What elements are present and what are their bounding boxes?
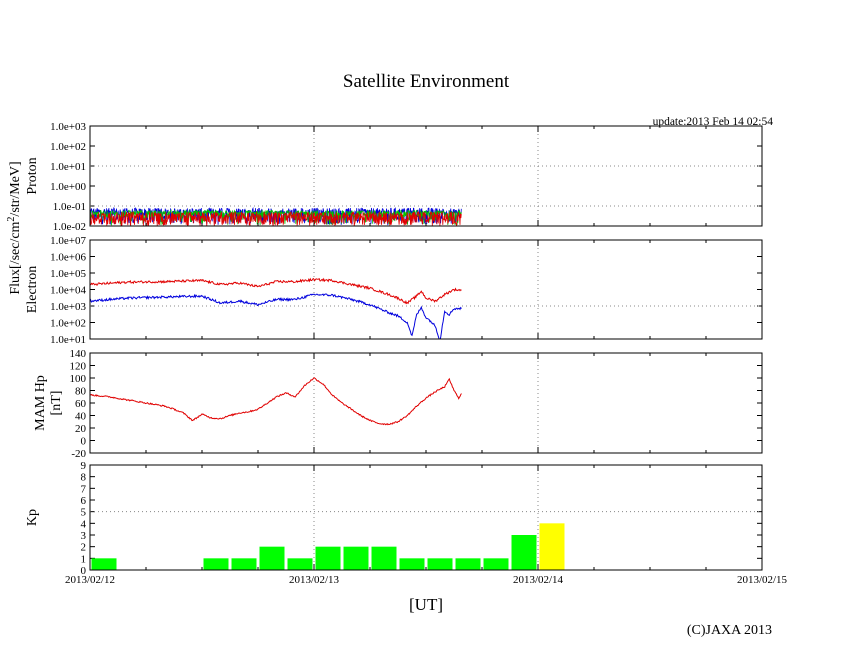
y-axis-label: Kp [25, 509, 40, 526]
y-tick-label: 100 [70, 373, 87, 385]
y-tick-label: 80 [75, 386, 87, 398]
x-tick-label: 2013/02/12 [65, 574, 115, 586]
y-tick-label: 1.0e+06 [50, 252, 86, 264]
kp-bar [231, 558, 257, 570]
flux-axis-label: Flux[/sec/cm2/str/MeV] [6, 161, 24, 294]
y-tick-label: 20 [75, 423, 87, 435]
panel-frame [89, 352, 763, 454]
kp-bar [371, 546, 397, 570]
y-tick-label: 5 [81, 507, 87, 519]
series-proton-low [90, 210, 462, 226]
kp-bar [287, 558, 313, 570]
y-tick-label: 8 [81, 472, 87, 484]
kp-bar [483, 558, 509, 570]
y-tick-label: 0 [81, 436, 87, 448]
copyright: (C)JAXA 2013 [687, 623, 772, 638]
y-tick-label: 40 [75, 411, 87, 423]
x-tick-label: 2013/02/15 [737, 574, 788, 586]
y-tick-label: 0 [81, 565, 87, 577]
y-tick-label: 1.0e+03 [50, 301, 86, 313]
series-electron-low-energy [90, 293, 462, 339]
y-axis-label: Electron [25, 266, 40, 313]
y-axis-label: MAM Hp [33, 375, 48, 431]
panel-frame [89, 239, 763, 340]
x-tick-label: 2013/02/13 [289, 574, 340, 586]
y-tick-label: 1.0e+02 [50, 141, 86, 153]
y-tick-label: 1.0e+03 [50, 121, 86, 133]
y-tick-label: 140 [70, 348, 87, 360]
y-tick-label: 120 [70, 361, 87, 373]
y-tick-label: 9 [81, 460, 87, 472]
y-tick-label: 1.0e+05 [50, 268, 86, 280]
panel-frame [89, 464, 763, 571]
kp-bar [455, 558, 481, 570]
y-tick-label: 1 [81, 553, 87, 565]
kp-bar [315, 546, 341, 570]
series-hp [90, 377, 462, 426]
y-tick-label: 1.0e+02 [50, 318, 86, 330]
y-tick-label: -20 [71, 448, 86, 460]
update-timestamp: update:2013 Feb 14 02:54 [653, 116, 774, 128]
kp-bar [427, 558, 453, 570]
y-tick-label: 1.0e+00 [50, 181, 86, 193]
kp-bar [343, 546, 369, 570]
chart-title: Satellite Environment [343, 71, 510, 92]
y-tick-label: 1.0e+01 [50, 334, 86, 346]
y-tick-label: 1.0e+04 [50, 285, 86, 297]
y-tick-label: 2 [81, 542, 87, 554]
kp-bar [399, 558, 425, 570]
kp-bar [259, 546, 285, 570]
y-tick-label: 1.0e-02 [53, 221, 86, 233]
y-axis-unit: [nT] [49, 391, 64, 416]
y-tick-label: 1.0e+01 [50, 161, 86, 173]
panel-electron: 1.0e+01 1.0e+02 1.0e+03 1.0e+04 1.0e+05 1.0e+… [25, 235, 763, 346]
y-axis-label: Proton [25, 157, 40, 194]
x-axis-label: [UT] [409, 595, 443, 614]
kp-bar [91, 558, 117, 570]
y-tick-label: 7 [81, 483, 87, 495]
y-tick-label: 6 [81, 495, 87, 507]
kp-bar [539, 523, 565, 570]
kp-bar [203, 558, 229, 570]
y-tick-label: 1.0e-01 [53, 201, 86, 213]
y-tick-label: 1.0e+07 [50, 235, 86, 247]
panel-proton: 1.0e-02 1.0e-01 1.0e+00 1.0e+01 1.0e+02 1.0e+… [25, 121, 763, 233]
y-tick-label: 3 [81, 530, 87, 542]
series-electron-high-energy [90, 277, 462, 305]
x-tick-label: 2013/02/14 [513, 574, 564, 586]
panel-frame [89, 125, 763, 227]
y-tick-label: 60 [75, 398, 87, 410]
y-tick-label: 4 [81, 518, 87, 530]
kp-bar [511, 535, 537, 570]
